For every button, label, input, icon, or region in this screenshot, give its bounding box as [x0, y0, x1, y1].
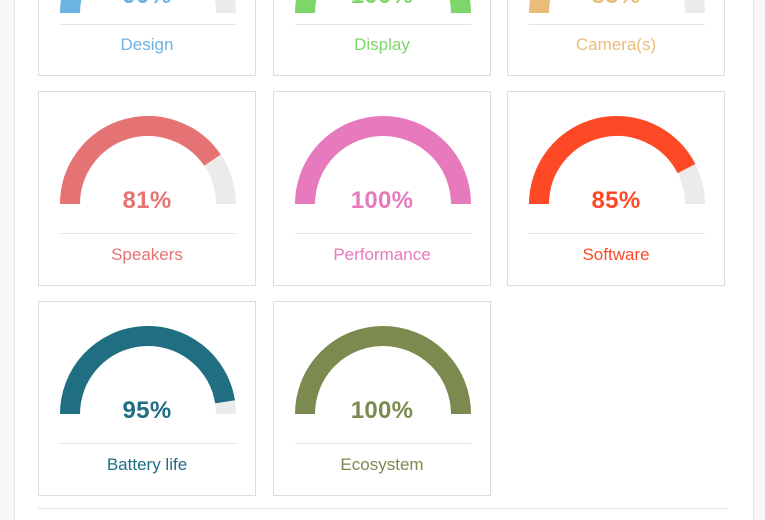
gauge [529, 116, 705, 205]
divider [60, 443, 236, 444]
divider [60, 24, 236, 25]
gauge-fill [60, 326, 235, 415]
rating-card-speakers: 81% Speakers [38, 91, 256, 286]
rating-label: Camera(s) [575, 35, 657, 54]
rating-percent: 95% [122, 397, 172, 424]
rating-card-software: 85% Software [507, 91, 725, 286]
divider [295, 443, 471, 444]
rating-percent: 81% [122, 187, 172, 214]
rating-percent: 90% [39, 0, 255, 10]
rating-percent: 85% [591, 187, 641, 214]
rating-card-display: 100% Display [273, 0, 491, 76]
bottom-divider [38, 508, 727, 509]
rating-percent: 100% [350, 187, 414, 214]
gauge-fill [295, 116, 471, 205]
gauge-fill [295, 326, 471, 415]
gauge [295, 326, 471, 415]
rating-label: Ecosystem [340, 455, 424, 474]
rating-card-cameras: 85% Camera(s) [507, 0, 725, 76]
rating-label: Speakers [111, 245, 183, 264]
gauge-fill [60, 116, 221, 205]
gauge [60, 116, 236, 205]
rating-label: Design [120, 35, 174, 54]
divider [529, 24, 705, 25]
rating-label: Software [582, 245, 650, 264]
gauge [60, 326, 236, 415]
rating-percent: 100% [350, 397, 414, 424]
divider [295, 233, 471, 234]
rating-card-battery-life: 95% Battery life [38, 301, 256, 496]
rating-percent: 100% [274, 0, 490, 10]
rating-label: Battery life [106, 455, 188, 474]
rating-card-ecosystem: 100% Ecosystem [273, 301, 491, 496]
gauge-fill [529, 116, 696, 205]
rating-label: Display [354, 35, 410, 54]
rating-card-performance: 100% Performance [273, 91, 491, 286]
divider [295, 24, 471, 25]
rating-label: Performance [333, 245, 431, 264]
gauge [295, 116, 471, 205]
divider [60, 233, 236, 234]
rating-percent: 85% [508, 0, 724, 10]
rating-card-design: 90% Design [38, 0, 256, 76]
divider [529, 233, 705, 234]
